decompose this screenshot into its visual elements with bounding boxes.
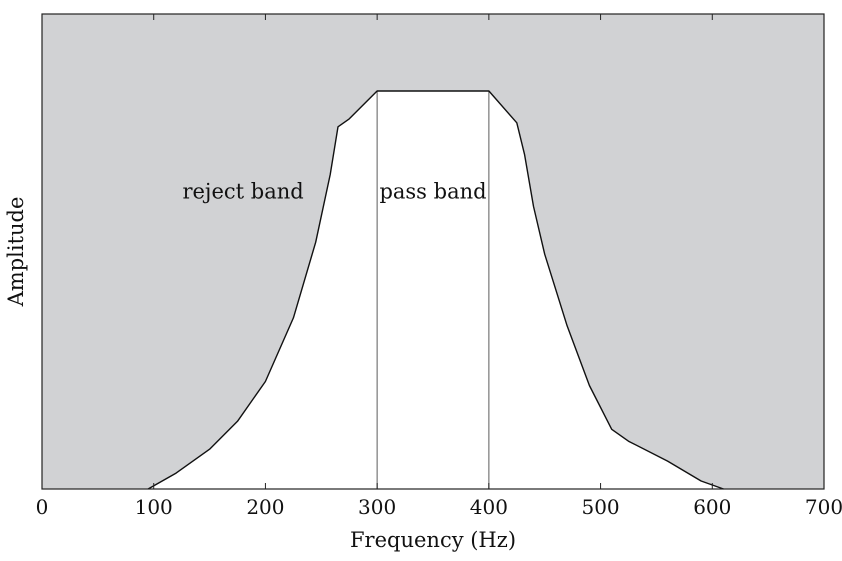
x-tick-label: 600: [693, 495, 731, 519]
x-tick-label: 0: [36, 495, 49, 519]
y-axis-title: Amplitude: [4, 197, 28, 308]
band-edge-markers: [376, 91, 490, 489]
x-axis-title: Frequency (Hz): [350, 528, 516, 552]
x-axis-ticks: 0 100 200 300 400 500 600 700: [36, 14, 842, 519]
pass-band-label: pass band: [379, 179, 486, 203]
x-tick-label: 200: [246, 495, 284, 519]
pass-region: [148, 91, 724, 489]
x-tick-label: 400: [470, 495, 508, 519]
reject-band-label: reject band: [182, 179, 303, 203]
region-annotations: reject band pass band: [182, 179, 486, 203]
plot-frame: [41, 13, 825, 490]
x-tick-label: 700: [805, 495, 842, 519]
x-tick-label: 100: [135, 495, 173, 519]
x-tick-label: 500: [581, 495, 619, 519]
response-curve: [147, 90, 724, 490]
x-tick-label: 300: [358, 495, 396, 519]
